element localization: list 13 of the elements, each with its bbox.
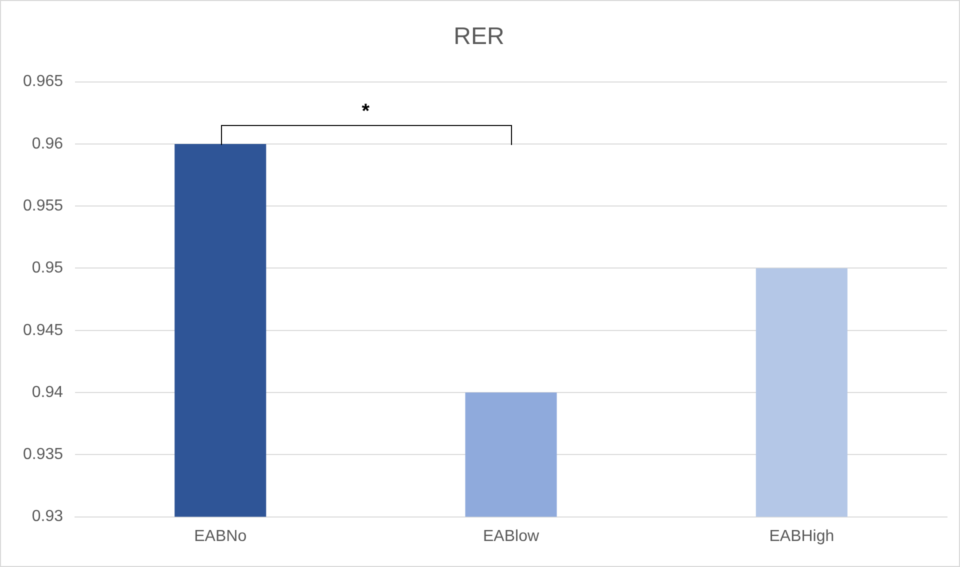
y-tick-label: 0.955 xyxy=(22,197,64,214)
y-tick-label: 0.935 xyxy=(22,446,64,464)
x-tick-label: EABHigh xyxy=(769,528,834,545)
chart-title: RER xyxy=(454,23,504,50)
y-tick-label: 0.96 xyxy=(32,135,64,152)
y-tick-label: 0.94 xyxy=(32,384,64,401)
annotation: * xyxy=(362,100,370,122)
y-tick-label: 0.93 xyxy=(32,508,64,526)
x-tick-label: EABNo xyxy=(194,528,247,545)
x-tick-label: EABlow xyxy=(483,528,540,545)
y-tick-label: 0.965 xyxy=(22,73,64,90)
y-tick-label: 0.95 xyxy=(32,260,64,277)
y-tick-label: 0.945 xyxy=(22,322,64,339)
